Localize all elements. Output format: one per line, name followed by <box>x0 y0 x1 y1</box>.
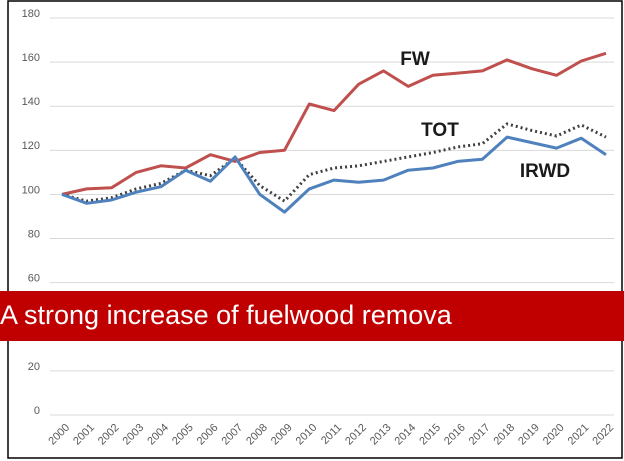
x-tick-label: 2007 <box>219 422 245 448</box>
x-tick-label: 2016 <box>442 422 468 448</box>
x-tick-label: 2006 <box>195 422 221 448</box>
x-tick-label: 2000 <box>46 422 72 448</box>
x-tick-label: 2012 <box>343 422 369 448</box>
x-tick-label: 2018 <box>491 422 517 448</box>
x-tick-label: 2011 <box>319 422 344 447</box>
x-tick-label: 2014 <box>393 422 419 448</box>
chart-frame <box>7 0 623 459</box>
y-tick-label: 100 <box>22 184 40 196</box>
series-label: TOT <box>421 120 459 141</box>
x-tick-label: 2005 <box>170 422 196 448</box>
y-tick-label: 160 <box>22 52 40 64</box>
y-tick-label: 120 <box>22 140 40 152</box>
x-tick-label: 2008 <box>244 422 270 448</box>
x-tick-label: 2020 <box>541 422 567 448</box>
series-line <box>61 51 607 196</box>
series-label: FW <box>400 49 430 70</box>
x-tick-label: 2001 <box>71 422 97 448</box>
series-label: IRWD <box>520 161 570 182</box>
x-tick-label: 2009 <box>269 422 295 448</box>
banner <box>0 291 624 341</box>
y-tick-label: 80 <box>28 228 40 240</box>
y-tick-label: 180 <box>22 8 40 20</box>
x-tick-label: 2003 <box>121 422 147 448</box>
x-tick-label: 2019 <box>516 422 542 448</box>
y-tick-label: 60 <box>28 273 40 285</box>
banner-text: A strong increase of fuelwood remova <box>0 300 453 330</box>
series-line <box>61 135 607 214</box>
y-tick-label: 20 <box>28 361 40 373</box>
x-tick-label: 2022 <box>590 422 616 448</box>
x-tick-label: 2002 <box>96 422 122 448</box>
x-tick-label: 2010 <box>294 422 320 448</box>
x-tick-label: 2017 <box>467 422 493 448</box>
x-tick-label: 2013 <box>368 422 394 448</box>
x-tick-label: 2021 <box>566 422 592 448</box>
x-tick-label: 2015 <box>417 422 443 448</box>
y-tick-label: 0 <box>34 405 40 417</box>
y-tick-label: 140 <box>22 96 40 108</box>
x-tick-label: 2004 <box>145 422 171 448</box>
